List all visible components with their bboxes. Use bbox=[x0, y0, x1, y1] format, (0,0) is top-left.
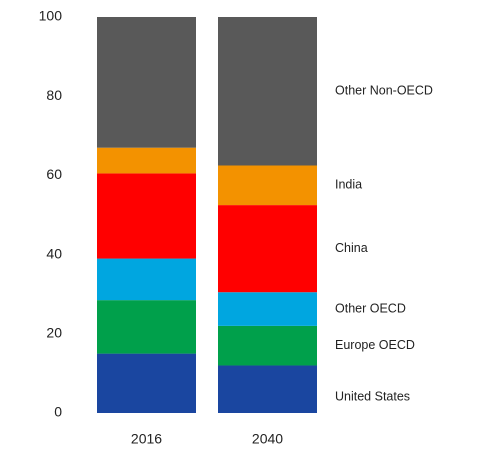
y-tick-label: 20 bbox=[46, 325, 62, 341]
bar-segment bbox=[218, 165, 317, 206]
bar-segment bbox=[218, 325, 317, 366]
bar-segment bbox=[218, 365, 317, 413]
bar-segment bbox=[97, 147, 196, 174]
y-tick-label: 40 bbox=[46, 245, 62, 261]
bar-segment bbox=[97, 17, 196, 148]
bar-segment bbox=[218, 17, 317, 166]
bar-segment bbox=[218, 292, 317, 326]
bar-segment bbox=[97, 258, 196, 301]
y-tick-label: 100 bbox=[39, 8, 63, 24]
legend-label: Europe OECD bbox=[335, 338, 415, 352]
bar-segment bbox=[97, 173, 196, 259]
legend-label: China bbox=[335, 241, 368, 255]
legend-label: Other OECD bbox=[335, 301, 406, 315]
y-tick-label: 60 bbox=[46, 166, 62, 182]
bar-segment bbox=[97, 353, 196, 413]
y-tick-label: 80 bbox=[46, 87, 62, 103]
x-tick-label: 2016 bbox=[131, 431, 162, 447]
legend-label: United States bbox=[335, 390, 410, 404]
legend-label: India bbox=[335, 178, 362, 192]
bar-segment bbox=[218, 205, 317, 293]
bar-segment bbox=[97, 300, 196, 354]
legend-label: Other Non-OECD bbox=[335, 84, 433, 98]
x-tick-label: 2040 bbox=[252, 431, 283, 447]
y-tick-label: 0 bbox=[54, 404, 62, 420]
